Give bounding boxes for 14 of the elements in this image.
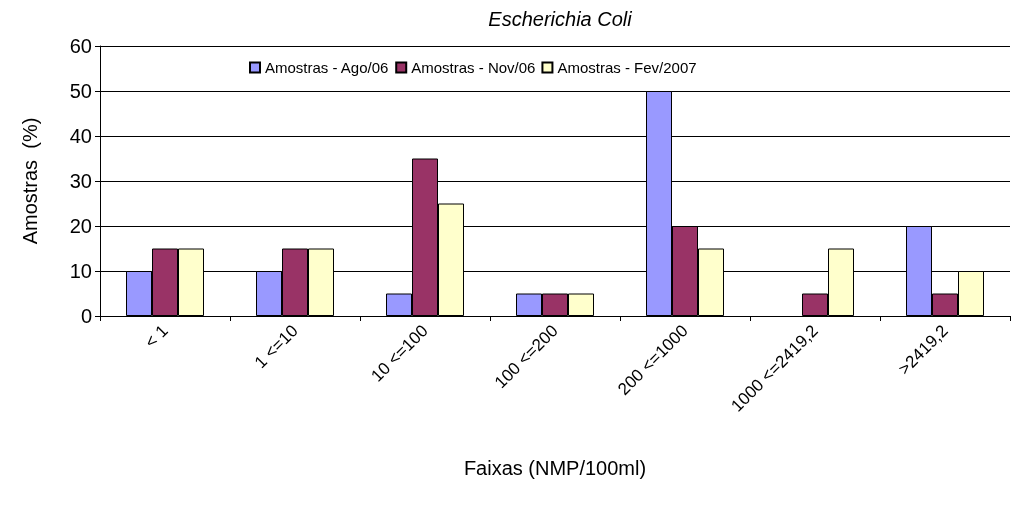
y-tick-label: 20 (69, 215, 92, 237)
y-tick-label: 60 (69, 35, 92, 57)
x-tick-label: < 1 (141, 321, 172, 352)
legend-label: Amostras - Fev/2007 (557, 59, 697, 76)
legend-label: Amostras - Ago/06 (265, 59, 389, 76)
y-tick-label: 50 (69, 80, 92, 102)
y-tick-label: 10 (69, 260, 92, 282)
y-tick-label: 0 (80, 305, 92, 327)
y-axis-title: Amostras (%) (19, 117, 41, 245)
y-tick-label: 30 (69, 170, 92, 192)
x-axis-title: Faixas (NMP/100ml) (463, 457, 647, 479)
y-tick-label: 40 (69, 125, 92, 147)
legend-label: Amostras - Nov/06 (411, 59, 536, 76)
chart-title: Escherichia Coli (488, 8, 633, 30)
